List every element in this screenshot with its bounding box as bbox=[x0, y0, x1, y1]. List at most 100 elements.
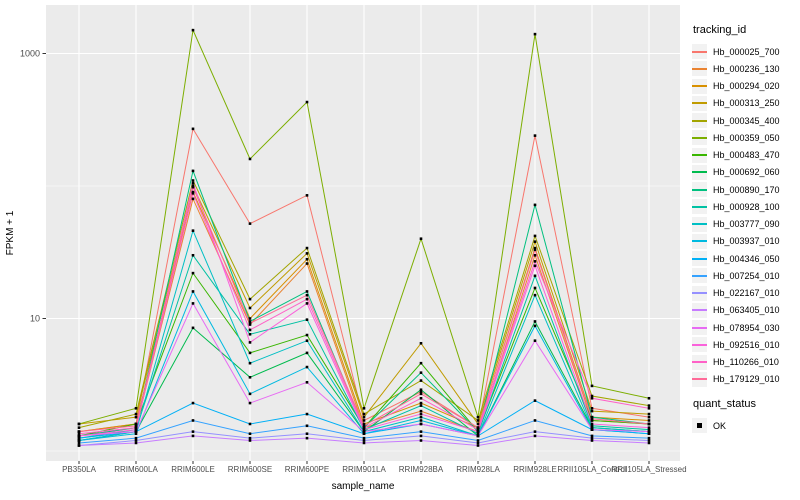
data-point bbox=[248, 392, 252, 396]
data-point bbox=[476, 430, 480, 433]
data-point bbox=[134, 426, 138, 429]
legend-label: Hb_110266_010 bbox=[713, 357, 779, 368]
data-point bbox=[533, 246, 537, 250]
data-point bbox=[248, 157, 252, 161]
data-point bbox=[248, 297, 252, 301]
data-point bbox=[134, 407, 138, 410]
data-point bbox=[647, 404, 651, 407]
data-point bbox=[533, 419, 537, 422]
data-point bbox=[248, 328, 252, 332]
data-point bbox=[305, 293, 309, 297]
data-point bbox=[419, 388, 423, 392]
data-point bbox=[476, 415, 480, 419]
legend-key-swatch bbox=[692, 61, 707, 77]
data-point bbox=[419, 404, 423, 407]
data-point bbox=[191, 419, 195, 422]
data-point bbox=[362, 439, 366, 442]
data-point bbox=[419, 361, 423, 365]
plot-panel bbox=[46, 5, 680, 461]
data-point bbox=[134, 428, 138, 431]
legend-line-icon bbox=[692, 171, 707, 174]
legend-key-swatch bbox=[692, 164, 707, 180]
data-point bbox=[305, 290, 309, 293]
data-point bbox=[419, 430, 423, 433]
data-point bbox=[305, 365, 309, 369]
data-point bbox=[191, 179, 195, 182]
data-point bbox=[305, 194, 309, 197]
legend-item-Hb_000345_400: Hb_000345_400 bbox=[692, 112, 798, 129]
data-point bbox=[533, 253, 537, 257]
legend-item-Hb_000890_170: Hb_000890_170 bbox=[692, 181, 798, 198]
data-point bbox=[590, 407, 594, 410]
data-point bbox=[362, 432, 366, 436]
data-point bbox=[590, 396, 594, 400]
data-point bbox=[191, 181, 195, 185]
data-point bbox=[590, 384, 594, 388]
legend-label: Hb_000294_020 bbox=[713, 81, 780, 92]
data-point bbox=[533, 434, 537, 438]
data-point bbox=[77, 436, 81, 440]
legend-line-icon bbox=[692, 378, 707, 381]
data-point bbox=[419, 390, 423, 394]
data-point bbox=[533, 264, 537, 268]
data-point bbox=[419, 401, 423, 405]
y-tick-label: 1000 bbox=[20, 49, 40, 59]
legend-line-icon bbox=[692, 309, 707, 312]
data-point bbox=[77, 432, 81, 436]
data-point bbox=[476, 439, 480, 442]
data-point bbox=[191, 28, 195, 32]
data-point bbox=[77, 430, 81, 433]
data-point bbox=[533, 234, 537, 238]
legend-key-swatch bbox=[692, 268, 707, 284]
data-point bbox=[362, 422, 366, 426]
data-point bbox=[590, 422, 594, 426]
legend-label: Hb_000359_050 bbox=[713, 132, 780, 143]
legend-item-Hb_000928_100: Hb_000928_100 bbox=[692, 198, 798, 215]
legend-line-icon bbox=[692, 67, 707, 70]
data-point bbox=[305, 246, 309, 250]
data-point bbox=[191, 271, 195, 275]
data-point bbox=[305, 436, 309, 440]
data-point bbox=[134, 412, 138, 416]
legend-line-icon bbox=[692, 205, 707, 208]
legend-line-icon bbox=[692, 326, 707, 329]
legend-key-swatch bbox=[692, 44, 707, 60]
legend-key-swatch bbox=[692, 320, 707, 336]
legend-label: Hb_078954_030 bbox=[713, 322, 780, 333]
data-point bbox=[134, 422, 138, 426]
legend-label: Hb_000890_170 bbox=[713, 184, 780, 195]
y-axis-title: FPKM + 1 bbox=[5, 210, 16, 255]
x-tick-label: RRII105LA_Control bbox=[557, 465, 627, 474]
data-point bbox=[248, 306, 252, 310]
data-point bbox=[362, 419, 366, 422]
data-point bbox=[647, 422, 651, 426]
data-point bbox=[419, 409, 423, 413]
data-point bbox=[362, 412, 366, 416]
data-point bbox=[476, 428, 480, 431]
data-point bbox=[590, 419, 594, 422]
legend-item-Hb_092516_010: Hb_092516_010 bbox=[692, 336, 798, 353]
data-point bbox=[533, 32, 537, 36]
data-point bbox=[134, 415, 138, 419]
data-point bbox=[305, 257, 309, 261]
data-point bbox=[533, 240, 537, 243]
data-point bbox=[647, 396, 651, 400]
legend-label: Hb_179129_010 bbox=[713, 374, 780, 385]
data-point bbox=[362, 424, 366, 428]
data-point bbox=[305, 333, 309, 337]
legend-label: Hb_000345_400 bbox=[713, 115, 780, 126]
data-point bbox=[305, 339, 309, 342]
data-point bbox=[590, 434, 594, 438]
data-point bbox=[419, 434, 423, 438]
data-point bbox=[362, 415, 366, 419]
data-point bbox=[248, 361, 252, 365]
legend-key-swatch bbox=[692, 371, 707, 387]
data-point bbox=[647, 441, 651, 445]
legend-item-Hb_000359_050: Hb_000359_050 bbox=[692, 129, 798, 146]
legend-key-swatch bbox=[692, 199, 707, 215]
legend-label: Hb_007254_010 bbox=[713, 270, 780, 281]
data-point bbox=[419, 371, 423, 374]
data-point bbox=[77, 426, 81, 429]
data-point bbox=[248, 375, 252, 379]
